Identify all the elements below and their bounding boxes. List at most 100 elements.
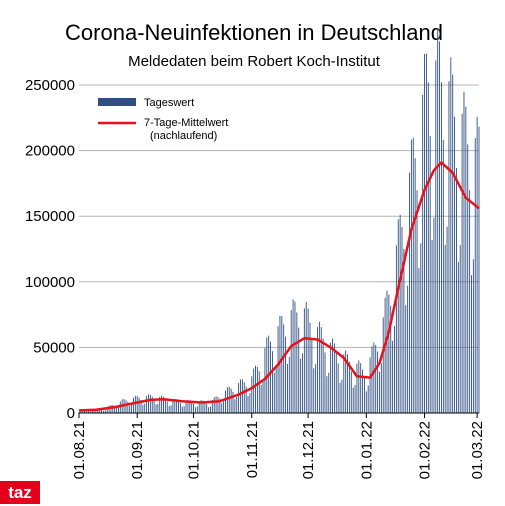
bar [397,219,399,413]
bar [249,393,251,413]
bar [210,406,211,413]
bar [134,395,136,413]
bar [89,411,91,413]
x-tick-label: 01.10.21 [186,421,203,479]
bar [287,363,288,413]
bar [189,400,191,413]
bar [407,285,409,413]
bar [474,138,476,413]
bar [262,379,264,413]
legend: Tageswert 7-Tage-Mittelwert(nachlaufend) [98,97,228,142]
bar [410,139,412,413]
bar [228,386,230,413]
bar [80,410,82,413]
bar [260,384,262,413]
bar [390,305,392,413]
bar [424,54,425,413]
bar [348,362,350,413]
bar [345,350,347,413]
bar [148,394,149,413]
chart-subtitle: Meldedaten beim Robert Koch-Institut [128,53,381,70]
mean-line-path [78,161,480,412]
bar [384,297,386,413]
bar [457,261,459,413]
bar [87,410,89,413]
bar [136,395,138,413]
bar [116,408,118,413]
y-tick-label: 50000 [33,339,75,356]
bar [347,354,348,413]
x-tick-label: 01.08.21 [71,421,88,479]
bar [399,214,401,413]
bar [102,410,104,413]
bar [213,397,215,413]
bar [225,390,226,413]
grid [79,84,479,348]
bar [146,396,148,413]
bar [238,383,240,413]
bar [174,398,176,413]
bar [157,403,159,413]
bar [333,343,335,413]
bar [234,399,236,413]
legend-line-label: 7-Tage-Mittelwert [144,117,228,129]
bar [97,408,99,413]
bar [317,327,318,413]
bar [84,410,86,413]
bar [300,358,302,413]
bar [198,401,200,413]
bar [352,387,354,413]
bar [469,190,471,413]
bar [93,409,95,413]
x-tick-label: 01.12.21 [300,421,317,479]
bar [193,403,194,413]
bar [194,407,196,413]
bar [311,339,313,413]
bar [196,406,198,413]
bar [221,403,223,413]
bar [243,382,245,413]
bar [292,299,294,413]
bar [461,113,463,414]
bar [247,395,249,413]
bar [178,400,179,413]
bar [217,397,219,413]
x-tick-label: 01.11.21 [244,421,261,478]
bar [442,140,444,413]
bar [86,410,87,413]
bar [219,398,221,413]
bar [465,106,467,413]
axes: 0 50000 100000 150000 200000 250000 01.08.21 01… [25,77,486,479]
bar [181,406,183,413]
bar [271,351,273,413]
bar [223,401,225,413]
legend-bar-label: Tageswert [144,97,194,109]
bar [412,137,414,413]
bar [82,410,84,413]
bar [403,248,405,413]
bar [309,322,311,413]
bar [283,324,285,413]
bar [129,405,131,413]
bar [253,368,255,413]
bar [179,403,181,413]
bar [354,385,356,413]
bar [106,407,108,413]
bar [339,382,341,413]
bar [204,401,206,413]
bar [127,401,129,413]
y-tick-label: 250000 [25,77,75,94]
bar [303,308,305,413]
bar [328,372,330,413]
bar [392,340,394,413]
bar [215,396,217,413]
bar [356,363,358,413]
bar [241,379,243,413]
bar [320,327,322,413]
bar [382,317,384,413]
bar [318,321,320,413]
bar [322,338,324,413]
bar [307,308,309,413]
bar [206,403,208,413]
bar [360,363,362,413]
